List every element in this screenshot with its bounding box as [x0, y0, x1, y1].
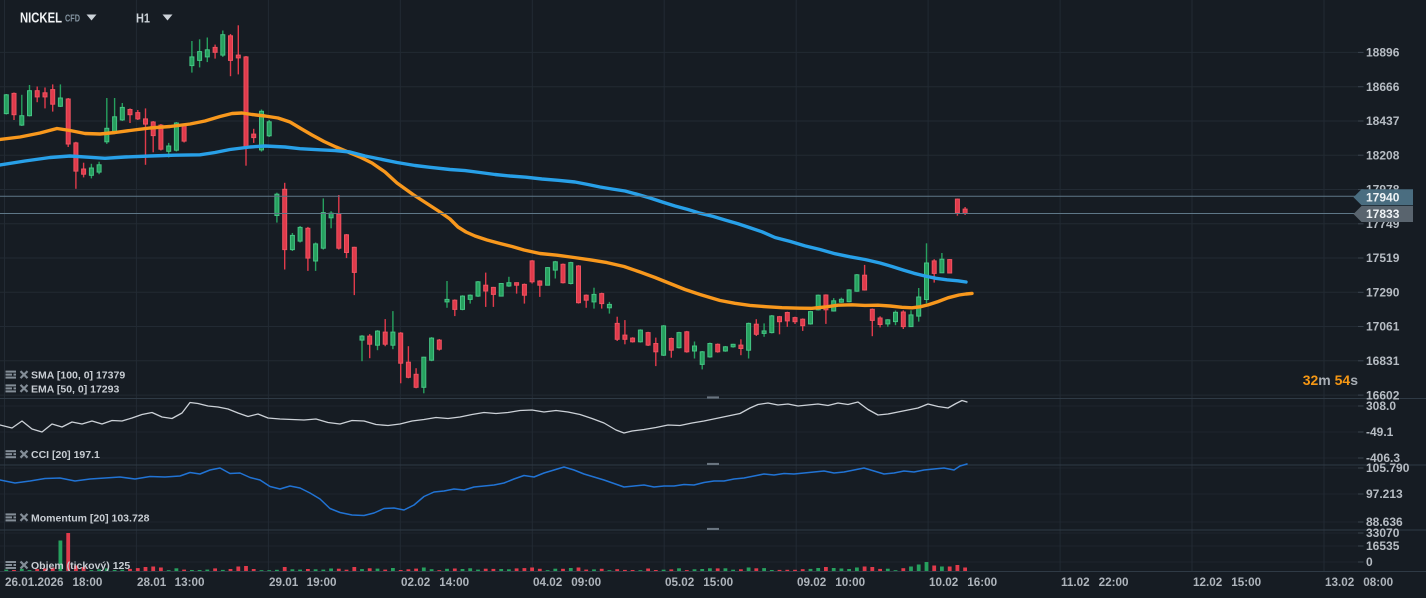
svg-text:105.790: 105.790 [1366, 461, 1410, 475]
svg-text:EMA [50, 0] 17293: EMA [50, 0] 17293 [31, 383, 119, 395]
svg-text:17940: 17940 [1366, 190, 1400, 204]
svg-text:33070: 33070 [1366, 526, 1400, 540]
svg-text:0: 0 [1366, 555, 1373, 569]
svg-text:SMA [100, 0] 17379: SMA [100, 0] 17379 [31, 370, 125, 382]
svg-text:18437: 18437 [1366, 114, 1400, 128]
svg-text:32m 54s: 32m 54s [1303, 372, 1359, 388]
svg-text:17061: 17061 [1366, 320, 1400, 334]
svg-text:CCI [20] 197.1: CCI [20] 197.1 [31, 449, 100, 461]
svg-text:16831: 16831 [1366, 354, 1400, 368]
svg-text:H1: H1 [136, 12, 150, 26]
svg-text:NICKEL: NICKEL [20, 11, 62, 27]
svg-text:Objem (tickový) 125: Objem (tickový) 125 [31, 560, 130, 572]
svg-text:97.213: 97.213 [1366, 487, 1403, 501]
svg-text:-406.3: -406.3 [1366, 451, 1400, 465]
svg-text:88.636: 88.636 [1366, 515, 1403, 529]
svg-text:18666: 18666 [1366, 80, 1400, 94]
svg-text:17290: 17290 [1366, 286, 1400, 300]
svg-text:18208: 18208 [1366, 148, 1400, 162]
svg-text:18896: 18896 [1366, 46, 1400, 60]
svg-text:16602: 16602 [1366, 388, 1400, 402]
svg-text:16535: 16535 [1366, 539, 1400, 553]
svg-text:17519: 17519 [1366, 251, 1400, 265]
svg-text:-49.1: -49.1 [1366, 425, 1394, 439]
svg-text:CFD: CFD [65, 14, 80, 25]
svg-text:308.0: 308.0 [1366, 399, 1396, 413]
svg-text:Momentum [20] 103.728: Momentum [20] 103.728 [31, 512, 150, 524]
svg-text:17833: 17833 [1366, 207, 1400, 221]
